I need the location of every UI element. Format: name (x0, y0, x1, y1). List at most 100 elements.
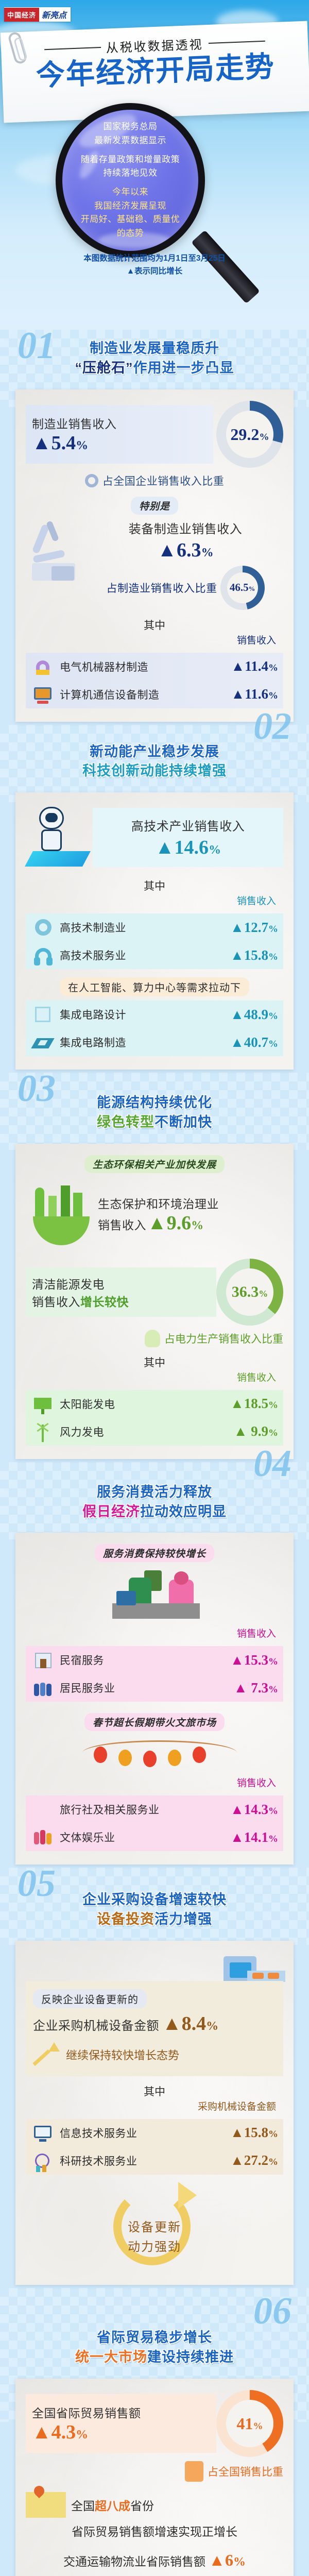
stat-value: ▲8.4% (162, 2012, 218, 2035)
row-label: 科研技术服务业 (60, 2155, 138, 2167)
row-label: 高技术服务业 (60, 950, 126, 962)
stat-value: ▲14.6% (97, 836, 279, 859)
stat-label-2: 销售收入 (98, 1218, 146, 1232)
donut-caption: 占全国销售比重 (208, 2466, 283, 2478)
stat-number: ▲6.3 (157, 539, 201, 561)
brand-tag: 中国经济 新亮点 (4, 7, 71, 22)
kicker-rule-left (44, 46, 101, 50)
section-04-card: 服务消费保持较快增长 销售收入 民宿服务 ▲15.3% (15, 1533, 294, 1865)
section-title-line1: 新动能产业稳步发展 (90, 743, 219, 759)
section-number: 04 (253, 1442, 291, 1485)
shopping-illustration (26, 1565, 283, 1626)
donut-percent: % (259, 1288, 268, 1299)
stat-percent: % (76, 438, 89, 452)
robot-illustration (25, 804, 93, 871)
section-03: 03 能源结构持续优化 绿色转型不断加快 生态环保相关产业加快发展 (0, 1067, 309, 1462)
data-table: 高技术制造业 ▲12.7% 高技术服务业 ▲15.8% (26, 913, 283, 970)
row-label: 信息技术服务业 (60, 2127, 138, 2140)
row-label: 计算机通信设备制造 (60, 689, 160, 701)
data-table-2: 旅行社及相关服务业 ▲14.3% 文体娱乐业 ▲14.1% (26, 1795, 283, 1852)
table-row: 高技术制造业 ▲12.7% (26, 913, 283, 942)
row-value: ▲27.2% (230, 2153, 278, 2168)
donut-chart-interprovincial-share: 41% (216, 2389, 283, 2457)
row-value: ▲ 7.3% (233, 1680, 278, 1696)
stat-label: 高技术产业销售收入 (131, 819, 245, 834)
section-title-highlight: “压舱石” (75, 360, 133, 376)
section-01: 01 制造业发展量稳质升 “压舱石”作用进一步凸显 制造业销售收入 ▲5.4% (0, 325, 309, 725)
data-table: 信息技术服务业 ▲15.8% 科研技术服务业 ▲27.2% (26, 2119, 283, 2175)
lens-glare (98, 232, 170, 248)
stat-number: ▲9.6 (147, 1212, 192, 1234)
stat-value: ▲6.3% (88, 539, 283, 562)
section-number: 03 (18, 1067, 56, 1110)
table-row: 风力发电 ▲ 9.9% (26, 1417, 283, 1446)
stat-label: 装备制造业销售收入 (128, 522, 243, 536)
lantern-string-icon (26, 1731, 283, 1775)
section-title-line2: 拉动效应明显 (140, 1503, 227, 1519)
row-value: ▲15.8% (230, 947, 278, 963)
section-title-line1: 省际贸易稳步增长 (97, 2329, 212, 2345)
table-row: 居民服务业 ▲ 7.3% (26, 1674, 283, 1702)
row-value: ▲14.3% (230, 1801, 278, 1817)
hero-conclusion-line: 开局好、基础稳、质量优 (80, 214, 180, 225)
kicker-rule-right (208, 40, 265, 44)
row-value: ▲15.8% (230, 2125, 278, 2141)
hero-source-line: 持续落地见效 (103, 168, 158, 178)
row-label: 太阳能发电 (60, 1398, 115, 1411)
section-title-highlight: 假日经济 (82, 1503, 140, 1519)
hero-conclusion-line: 的态势 (116, 228, 144, 238)
lightbulb-leaf-icon (145, 1329, 160, 1347)
section-title-line1: 企业采购设备增速较快 (82, 1892, 227, 1908)
donut-percent: % (259, 431, 269, 443)
stat-line-b: 省际贸易销售额增速实现正增长 (72, 2524, 237, 2538)
stat-number: ▲4.3 (32, 2421, 76, 2443)
stat-number: ▲5.4 (32, 432, 76, 454)
homestay-icon (31, 1650, 55, 1670)
row-value: ▲ 9.9% (233, 1423, 278, 1439)
table-row: 文体娱乐业 ▲14.1% (26, 1823, 283, 1852)
stat-label: 生态保护和环境治理业 (98, 1197, 219, 1211)
stat-number: ▲8.4 (162, 2012, 207, 2035)
section-title-line2: 活力增强 (154, 1911, 212, 1927)
brand-tag-red: 中国经济 (4, 7, 40, 22)
donut-value: 46.5 (229, 581, 249, 594)
donut-value: 36.3 (231, 1283, 259, 1300)
brand-tag-blue: 新亮点 (42, 11, 67, 20)
donut-percent: % (248, 585, 255, 593)
row-value: ▲15.3% (230, 1652, 278, 1668)
table-row: 计算机通信设备制造 ▲11.6% (26, 680, 283, 708)
stat-percent: % (191, 1218, 204, 1232)
row-label: 风力发电 (60, 1426, 104, 1438)
cycle-label-line1: 设备更新 (128, 2220, 181, 2234)
section-number: 05 (18, 1862, 56, 1905)
table-row: 集成电路制造 ▲40.7% (26, 1028, 283, 1057)
column-header: 销售收入 (236, 896, 276, 907)
green-city-icon (26, 1178, 98, 1250)
row-label: 民宿服务 (60, 1655, 104, 1667)
section-03-card: 生态环保相关产业加快发展 生态保护和环境治理业 销售收入 ▲9.6% (15, 1143, 294, 1459)
stat-value: ▲5.4% (32, 432, 207, 454)
callout-pill: 特别是 (130, 496, 178, 515)
data-table: 太阳能发电 ▲18.5% 风力发电 ▲ 9.9% (26, 1389, 283, 1446)
magnifier-lens: 国家税务总局 最新发票数据显示 随着存量政策和增量政策 持续落地见效 今年以来 … (56, 103, 205, 258)
magnet-icon (31, 656, 55, 677)
data-table: 电气机械器材制造 ▲11.4% 计算机通信设备制造 ▲11.6% (26, 652, 283, 708)
monitor-chart-icon (31, 2123, 55, 2143)
table-row: 集成电路设计 ▲48.9% (26, 1001, 283, 1029)
section-title-line2: 不断加快 (154, 1114, 212, 1130)
chip-icon (31, 1032, 55, 1053)
row-label: 居民服务业 (60, 1683, 115, 1695)
stat-percent: % (76, 2428, 89, 2442)
table-row: 旅行社及相关服务业 ▲14.3% (26, 1795, 283, 1824)
section-number: 06 (253, 2290, 291, 2332)
section-05-card: 反映企业设备更新的 企业采购机械设备金额 ▲8.4% 继续保持较快增长态势 其中… (15, 1940, 294, 2285)
donut-caption: 占全国企业销售收入比重 (102, 475, 225, 487)
sub-heading: 其中 (144, 619, 165, 632)
section-02: 02 新动能产业稳步发展 科技创新动能持续增强 高技术产业销售收入 ▲14.6% (0, 707, 309, 1073)
section-title-line1: 能源结构持续优化 (97, 1095, 212, 1111)
section-number: 01 (18, 325, 56, 367)
stat-line-a: 全国超八成省份 (71, 2499, 154, 2513)
stat-line-a-highlight: 超八成 (95, 2499, 130, 2513)
donut-percent: % (253, 2420, 263, 2432)
cycle-label-line2: 动力强劲 (128, 2240, 181, 2254)
